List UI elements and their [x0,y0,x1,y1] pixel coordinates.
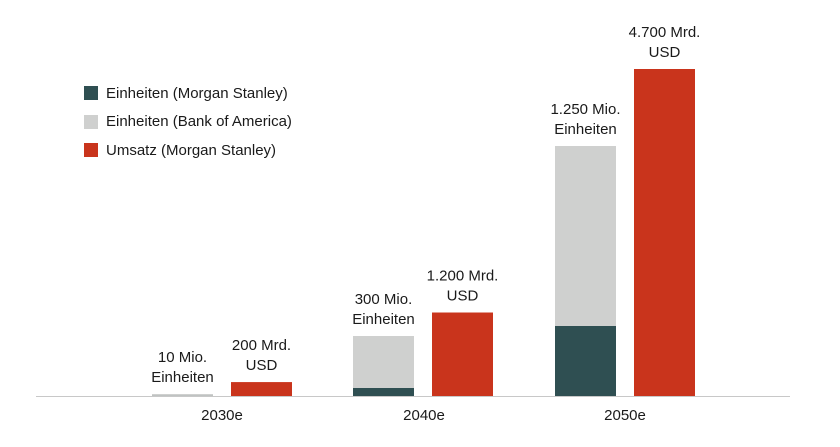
legend-label: Einheiten (Bank of America) [106,113,292,130]
data-label-revenue: USD [246,357,278,374]
bar-units-bank-of-america-2040e [353,336,414,396]
data-label-revenue: USD [649,44,681,61]
legend-swatch-units-morgan-stanley [84,86,98,100]
data-label-revenue: 1.200 Mrd. [427,268,499,285]
data-label-units: 10 Mio. [158,349,207,366]
legend-item-units-bank-of-america: Einheiten (Bank of America) [84,113,292,131]
x-tick-label: 2030e [201,407,243,424]
legend-swatch-revenue-morgan-stanley [84,143,98,157]
legend-label: Einheiten (Morgan Stanley) [106,84,288,102]
bar-revenue-morgan-stanley-2050e [634,69,695,396]
bar-units-bank-of-america-2030e [152,394,213,396]
legend-item-revenue-morgan-stanley: Umsatz (Morgan Stanley) [84,141,292,159]
data-label-units: Einheiten [554,121,617,138]
x-tick-label: 2040e [403,407,445,424]
bar-units-morgan-stanley-2050e [555,326,616,396]
legend-item-units-morgan-stanley: Einheiten (Morgan Stanley) [84,84,292,102]
data-label-revenue: 200 Mrd. [232,337,291,354]
data-label-revenue: 4.700 Mrd. [629,24,701,41]
legend-label: Umsatz (Morgan Stanley) [106,141,277,159]
bar-revenue-morgan-stanley-2030e [231,382,292,396]
data-label-units: Einheiten [151,369,214,386]
x-tick-label: 2050e [604,407,646,424]
data-label-revenue: USD [447,288,479,305]
bar-units-morgan-stanley-2040e [353,388,414,396]
data-label-units: Einheiten [352,311,415,328]
bar-revenue-morgan-stanley-2040e [432,312,493,396]
legend-swatch-units-bank-of-america [84,114,98,129]
data-label-units: 300 Mio. [355,291,413,308]
data-label-units: 1.250 Mio. [550,101,620,118]
legend: Einheiten (Morgan Stanley) Einheiten (Ba… [84,84,292,170]
